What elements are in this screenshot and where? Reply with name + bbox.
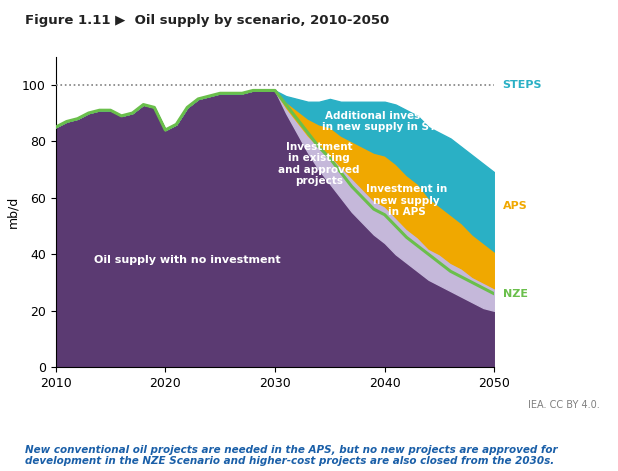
Text: Investment
in existing
and approved
projects: Investment in existing and approved proj… — [278, 141, 360, 187]
Text: APS: APS — [502, 201, 528, 211]
Text: NZE: NZE — [502, 289, 528, 299]
Text: New conventional oil projects are needed in the APS, but no new projects are app: New conventional oil projects are needed… — [25, 445, 557, 466]
Text: Additional investment
in new supply in STEPS: Additional investment in new supply in S… — [322, 111, 459, 132]
Text: IEA. CC BY 4.0.: IEA. CC BY 4.0. — [528, 400, 599, 410]
Text: Figure 1.11 ▶  Oil supply by scenario, 2010-2050: Figure 1.11 ▶ Oil supply by scenario, 20… — [25, 14, 389, 27]
Text: Oil supply with no investment: Oil supply with no investment — [94, 255, 281, 265]
Text: Investment in
new supply
in APS: Investment in new supply in APS — [366, 184, 447, 217]
Text: STEPS: STEPS — [502, 80, 542, 90]
Y-axis label: mb/d: mb/d — [6, 196, 19, 228]
